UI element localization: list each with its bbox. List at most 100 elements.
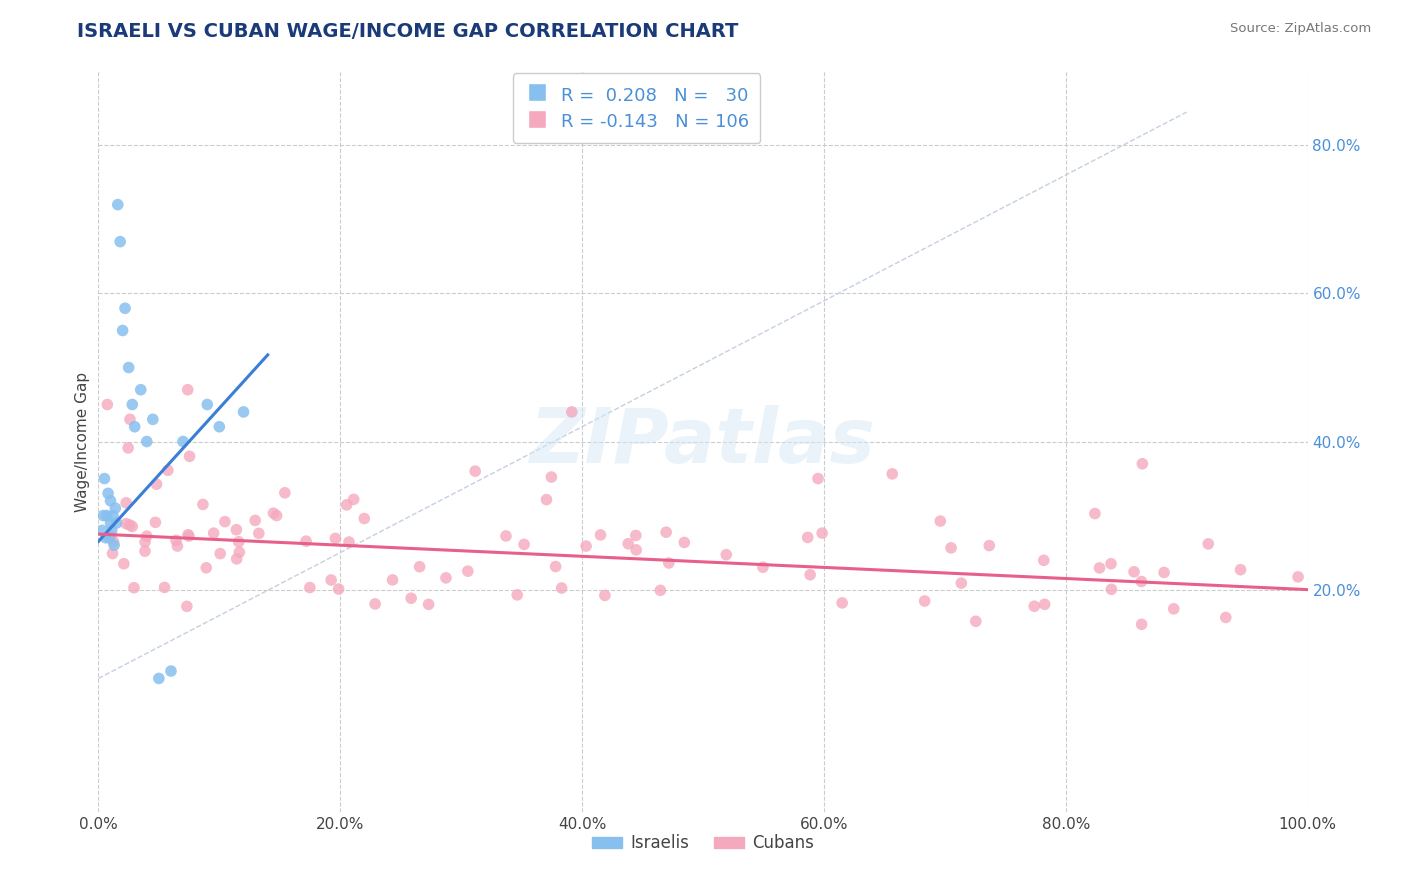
Point: [107, 197, 129, 211]
Point: [295, 534, 318, 549]
Point: [716, 548, 738, 562]
Point: [624, 542, 647, 557]
Point: [1229, 563, 1251, 577]
Point: [177, 529, 200, 543]
Point: [176, 599, 198, 614]
Point: [831, 596, 853, 610]
Point: [434, 571, 457, 585]
Point: [1215, 610, 1237, 624]
Point: [1084, 507, 1107, 521]
Text: Source: ZipAtlas.com: Source: ZipAtlas.com: [1230, 22, 1371, 36]
Point: [796, 531, 818, 545]
Point: [97, 486, 120, 500]
Point: [145, 516, 167, 530]
Point: [101, 547, 124, 561]
Point: [364, 597, 387, 611]
Point: [225, 552, 247, 566]
Point: [104, 501, 127, 516]
Point: [172, 434, 194, 449]
Point: [418, 598, 440, 612]
Point: [118, 360, 141, 375]
Point: [589, 528, 612, 542]
Point: [209, 547, 232, 561]
Point: [655, 525, 678, 540]
Point: [195, 398, 218, 412]
Point: [337, 535, 360, 549]
Point: [145, 477, 167, 491]
Point: [91, 508, 114, 523]
Point: [882, 467, 904, 481]
Point: [353, 511, 375, 525]
Point: [94, 531, 117, 545]
Point: [1197, 537, 1219, 551]
Point: [561, 405, 583, 419]
Point: [1153, 566, 1175, 580]
Point: [343, 492, 366, 507]
Point: [91, 524, 114, 538]
Point: [617, 537, 640, 551]
Point: [1130, 574, 1153, 589]
Point: [624, 528, 647, 542]
Point: [807, 472, 830, 486]
Point: [118, 518, 141, 533]
Point: [100, 516, 122, 530]
Point: [96, 508, 118, 523]
Point: [142, 412, 165, 426]
Point: [1130, 617, 1153, 632]
Point: [114, 301, 136, 316]
Point: [1130, 457, 1153, 471]
Point: [965, 615, 987, 629]
Y-axis label: Wage/Income Gap: Wage/Income Gap: [75, 371, 90, 512]
Point: [799, 567, 821, 582]
Point: [540, 470, 562, 484]
Point: [111, 324, 134, 338]
Text: ZIPatlas: ZIPatlas: [530, 405, 876, 478]
Point: [134, 535, 156, 549]
Point: [752, 560, 775, 574]
Point: [179, 450, 201, 464]
Point: [156, 463, 179, 477]
Point: [247, 526, 270, 541]
Point: [103, 534, 125, 549]
Point: [202, 526, 225, 541]
Point: [96, 398, 118, 412]
Point: [1099, 582, 1122, 597]
Point: [536, 492, 558, 507]
Point: [1099, 557, 1122, 571]
Point: [232, 405, 254, 419]
Point: [93, 472, 115, 486]
Point: [214, 515, 236, 529]
Point: [399, 591, 422, 606]
Point: [506, 588, 529, 602]
Point: [105, 516, 128, 530]
Point: [129, 383, 152, 397]
Point: [100, 493, 122, 508]
Point: [195, 561, 218, 575]
Point: [575, 539, 598, 553]
Point: [165, 533, 187, 548]
Point: [191, 498, 214, 512]
Point: [1123, 565, 1146, 579]
Point: [166, 539, 188, 553]
Point: [650, 583, 672, 598]
Point: [950, 576, 973, 591]
Point: [117, 441, 139, 455]
Point: [325, 532, 347, 546]
Point: [1024, 599, 1046, 614]
Point: [673, 535, 696, 549]
Point: [1088, 561, 1111, 575]
Point: [811, 526, 834, 541]
Point: [336, 498, 359, 512]
Point: [544, 559, 567, 574]
Point: [118, 412, 141, 426]
Point: [658, 556, 681, 570]
Point: [134, 544, 156, 558]
Point: [101, 508, 124, 523]
Point: [979, 539, 1001, 553]
Point: [929, 514, 952, 528]
Point: [593, 588, 616, 602]
Point: [1033, 597, 1056, 611]
Point: [228, 534, 250, 549]
Point: [100, 524, 122, 538]
Point: [550, 581, 572, 595]
